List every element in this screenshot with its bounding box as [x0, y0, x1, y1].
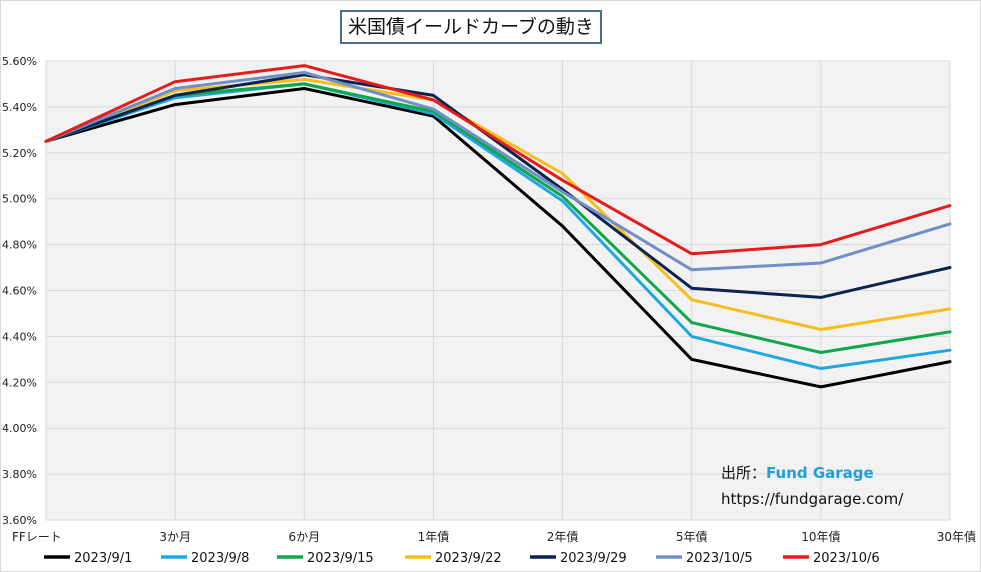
y-tick-label: 5.00% [2, 193, 37, 206]
y-tick-label: 5.60% [2, 55, 37, 68]
x-tick-label: 2年債 [547, 529, 579, 544]
y-tick-label: 3.80% [2, 468, 37, 481]
series-line [44, 73, 952, 299]
series-lines [44, 64, 952, 389]
x-axis: FFレート 3か月 6か月 1年債 2年債 5年債 10年債 30年債 [12, 529, 976, 544]
x-tick-label: 30年債 [937, 529, 976, 544]
x-tick-label: 3か月 [159, 530, 191, 544]
legend-label: 2023/9/29 [560, 551, 627, 566]
legend-label: 2023/9/8 [191, 551, 249, 566]
series-line [44, 77, 952, 331]
y-tick-label: 3.60% [2, 514, 37, 527]
legend-label: 2023/9/22 [435, 551, 502, 566]
y-axis: 3.60% 3.80% 4.00% 4.20% 4.40% 4.60% 4.80% 5.00%… [2, 55, 37, 527]
y-tick-label: 4.20% [2, 376, 37, 389]
y-tick-label: 4.80% [2, 239, 37, 252]
series-line [44, 71, 952, 272]
source-url: https://fundgarage.com/ [721, 490, 904, 508]
x-tick-label: 5年債 [676, 529, 708, 544]
x-tick-label: 6か月 [288, 530, 320, 544]
legend-label: 2023/9/15 [307, 551, 374, 566]
x-tick-label: FFレート [12, 530, 62, 544]
source-brand: Fund Garage [766, 464, 874, 482]
legend: 2023/9/1 2023/9/8 2023/9/15 2023/9/22 2023/9… [44, 551, 880, 566]
y-tick-label: 4.60% [2, 285, 37, 298]
series-line [44, 82, 952, 370]
series-line [44, 87, 952, 389]
legend-label: 2023/10/5 [686, 551, 753, 566]
y-tick-label: 5.20% [2, 147, 37, 160]
y-tick-label: 4.40% [2, 330, 37, 343]
series-line [44, 64, 952, 256]
legend-label: 2023/9/1 [74, 551, 132, 566]
legend-label: 2023/10/6 [813, 551, 880, 566]
source-label: 出所： [721, 464, 767, 482]
y-tick-label: 4.00% [2, 422, 37, 435]
x-tick-label: 10年債 [801, 529, 840, 544]
y-tick-label: 5.40% [2, 101, 37, 114]
source-note: 出所：Fund Garage [721, 462, 874, 483]
x-tick-label: 1年債 [418, 529, 450, 544]
chart-title: 米国債イールドカーブの動き [340, 10, 602, 44]
